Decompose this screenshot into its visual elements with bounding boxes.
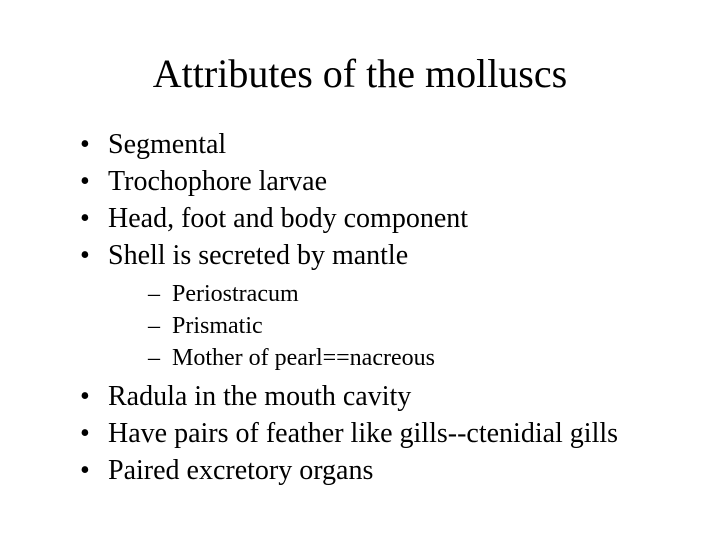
sub-bullet-list: Periostracum Prismatic Mother of pearl==… (148, 279, 670, 373)
slide: Attributes of the molluscs Segmental Tro… (0, 0, 720, 540)
sub-list-item: Mother of pearl==nacreous (148, 343, 670, 373)
list-item: Radula in the mouth cavity (80, 379, 670, 414)
slide-title: Attributes of the molluscs (50, 50, 670, 97)
bullet-list: Segmental Trochophore larvae Head, foot … (80, 127, 670, 488)
list-item-text: Shell is secreted by mantle (108, 240, 408, 271)
list-item: Paired excretory organs (80, 453, 670, 488)
list-item: Have pairs of feather like gills--ctenid… (80, 416, 670, 451)
list-item: Segmental (80, 127, 670, 162)
sub-list-item: Periostracum (148, 279, 670, 309)
sub-list-item: Prismatic (148, 311, 670, 341)
list-item: Head, foot and body component (80, 201, 670, 236)
list-item: Trochophore larvae (80, 164, 670, 199)
list-item: Shell is secreted by mantle Periostracum… (80, 238, 670, 373)
